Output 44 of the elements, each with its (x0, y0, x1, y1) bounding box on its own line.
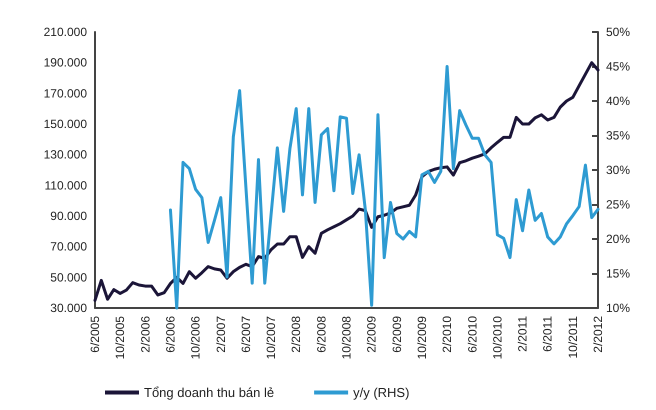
y2-tick-label: 50% (606, 25, 630, 39)
x-tick-label: 2/2007 (214, 316, 228, 353)
y2-tick-label: 30% (606, 163, 630, 177)
x-tick-label: 10/2005 (113, 316, 128, 360)
y2-tick-label: 45% (606, 60, 630, 74)
x-tick-label: 2/2009 (364, 316, 379, 353)
x-tick-label: 2/2010 (440, 316, 454, 353)
line-series (168, 65, 600, 310)
x-tick-label: 6/2010 (465, 316, 480, 353)
line-series (94, 61, 600, 302)
x-tick-label: 2/2011 (516, 316, 530, 352)
y-tick-label: 130.000 (44, 148, 88, 162)
y-tick-label: 190.000 (44, 56, 88, 70)
legend-label: y/y (RHS) (353, 385, 410, 400)
x-tick-label: 2/2012 (591, 316, 605, 353)
x-tick-label: 10/2011 (566, 316, 580, 358)
y-tick-label: 50.000 (50, 270, 88, 284)
y2-tick-label: 20% (606, 232, 630, 246)
y2-tick-label: 40% (606, 94, 630, 108)
y2-tick-label: 15% (606, 266, 630, 280)
x-tick-label: 10/2010 (490, 316, 504, 360)
y2-tick-label: 35% (606, 128, 630, 142)
y-tick-label: 210.000 (44, 25, 88, 39)
y-tick-label: 150.000 (44, 117, 88, 131)
x-tick-label: 6/2007 (238, 316, 253, 353)
legend-label: Tổng doanh thu bán lẻ (144, 385, 274, 400)
x-tick-label: 10/2008 (340, 316, 354, 360)
y2-tick-label: 25% (606, 198, 630, 212)
y-tick-label: 110.000 (44, 178, 88, 192)
x-tick-label: 10/2006 (188, 316, 203, 360)
x-tick-label: 6/2008 (314, 316, 328, 353)
y-tick-label: 30.000 (50, 301, 88, 315)
x-tick-label: 6/2006 (163, 316, 178, 353)
y-tick-label: 170.000 (44, 86, 88, 100)
y-tick-label: 70.000 (50, 240, 88, 254)
x-tick-label: 10/2007 (264, 316, 278, 360)
x-tick-label: 6/2011 (540, 316, 555, 352)
y2-tick-label: 10% (606, 301, 630, 315)
x-tick-label: 10/2009 (414, 316, 429, 360)
x-tick-label: 6/2005 (88, 316, 102, 353)
x-tick-label: 2/2008 (289, 316, 304, 353)
x-tick-label: 2/2006 (138, 316, 152, 353)
x-tick-label: 6/2009 (390, 316, 404, 353)
y-tick-label: 90.000 (50, 209, 88, 223)
